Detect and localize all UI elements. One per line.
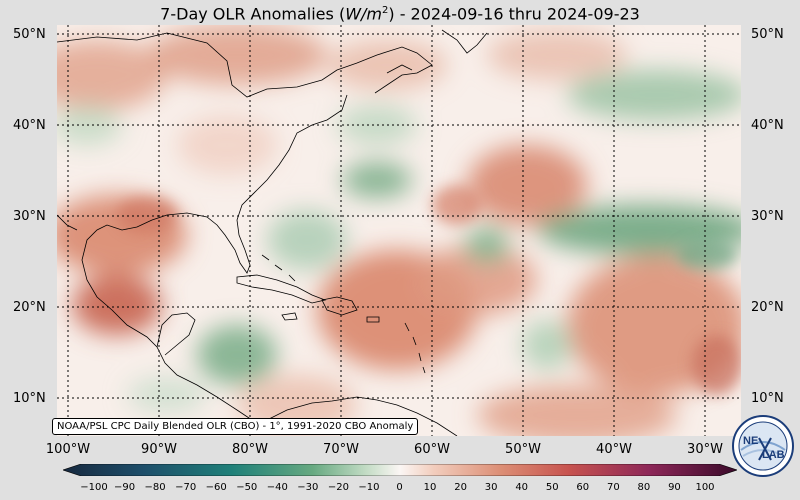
lon-label-70w: 70°W [323,442,359,457]
lon-label-30w: 30°W [687,442,723,457]
lat-label-50n-left: 50°N [13,27,46,42]
data-source-label: NOAA/PSL CPC Daily Blended OLR (CBO) - 1… [52,418,419,435]
lon-label-80w: 80°W [232,442,268,457]
colorbar-tick-label: 60 [576,482,590,493]
graticule [57,25,741,436]
olr-anomaly-map [57,25,741,436]
colorbar-tick-label: 10 [423,482,437,493]
lat-label-20n-left: 20°N [13,300,46,315]
colorbar-tick-label: 100 [695,482,715,493]
colorbar-tick-label: 70 [606,482,620,493]
colorbar-tick-label: −90 [113,482,136,493]
lat-label-20n-right: 20°N [751,300,784,315]
colorbar-ticks: −100 −90 −80 −70 −60 −50 −40 −30 −20 −10 0 10 20 30 40… [0,480,800,496]
colorbar-tick-label: 40 [515,482,529,493]
lat-label-30n-left: 30°N [13,209,46,224]
colorbar-tick-label: −70 [175,482,197,493]
lat-label-10n-right: 10°N [751,391,784,406]
colorbar-tick-label: 50 [545,482,559,493]
colorbar-tick-label: −10 [358,482,380,493]
colorbar [63,464,737,476]
colorbar-tick-label: 0 [396,482,403,493]
lon-label-60w: 60°W [414,442,450,457]
svg-text:LAB: LAB [762,449,785,461]
colorbar-tick-label: 30 [484,482,498,493]
colorbar-tick-label: 80 [637,482,651,493]
colorbar-tick-label: 90 [668,482,681,493]
colorbar-tick-label: −20 [327,482,349,493]
nexlab-logo-icon: NE LAB [732,415,794,477]
lon-label-90w: 90°W [141,442,177,457]
lat-label-40n-right: 40°N [751,118,784,133]
lon-label-50w: 50°W [505,442,541,457]
map-canvas [57,25,741,436]
colorbar-tick-label: 20 [454,482,467,493]
colorbar-tick-label: −30 [297,482,319,493]
colorbar-tick-label: −50 [236,482,258,493]
lat-label-10n-left: 10°N [13,391,46,406]
lat-label-50n-right: 50°N [751,27,784,42]
colorbar-tick-label: −80 [144,482,166,493]
lon-label-40w: 40°W [596,442,632,457]
colorbar-tick-label: −100 [80,482,108,493]
lon-label-100w: 100°W [45,442,91,457]
lat-label-30n-right: 30°N [751,209,784,224]
anomaly-detail [117,185,741,395]
svg-text:NE: NE [743,435,758,447]
colorbar-tick-label: −60 [205,482,227,493]
map-title: 7-Day OLR Anomalies (W/m2) - 2024-09-16 … [160,4,640,24]
colorbar-tick-label: −40 [266,482,288,493]
lat-label-40n-left: 40°N [13,118,46,133]
coastlines [57,29,488,436]
